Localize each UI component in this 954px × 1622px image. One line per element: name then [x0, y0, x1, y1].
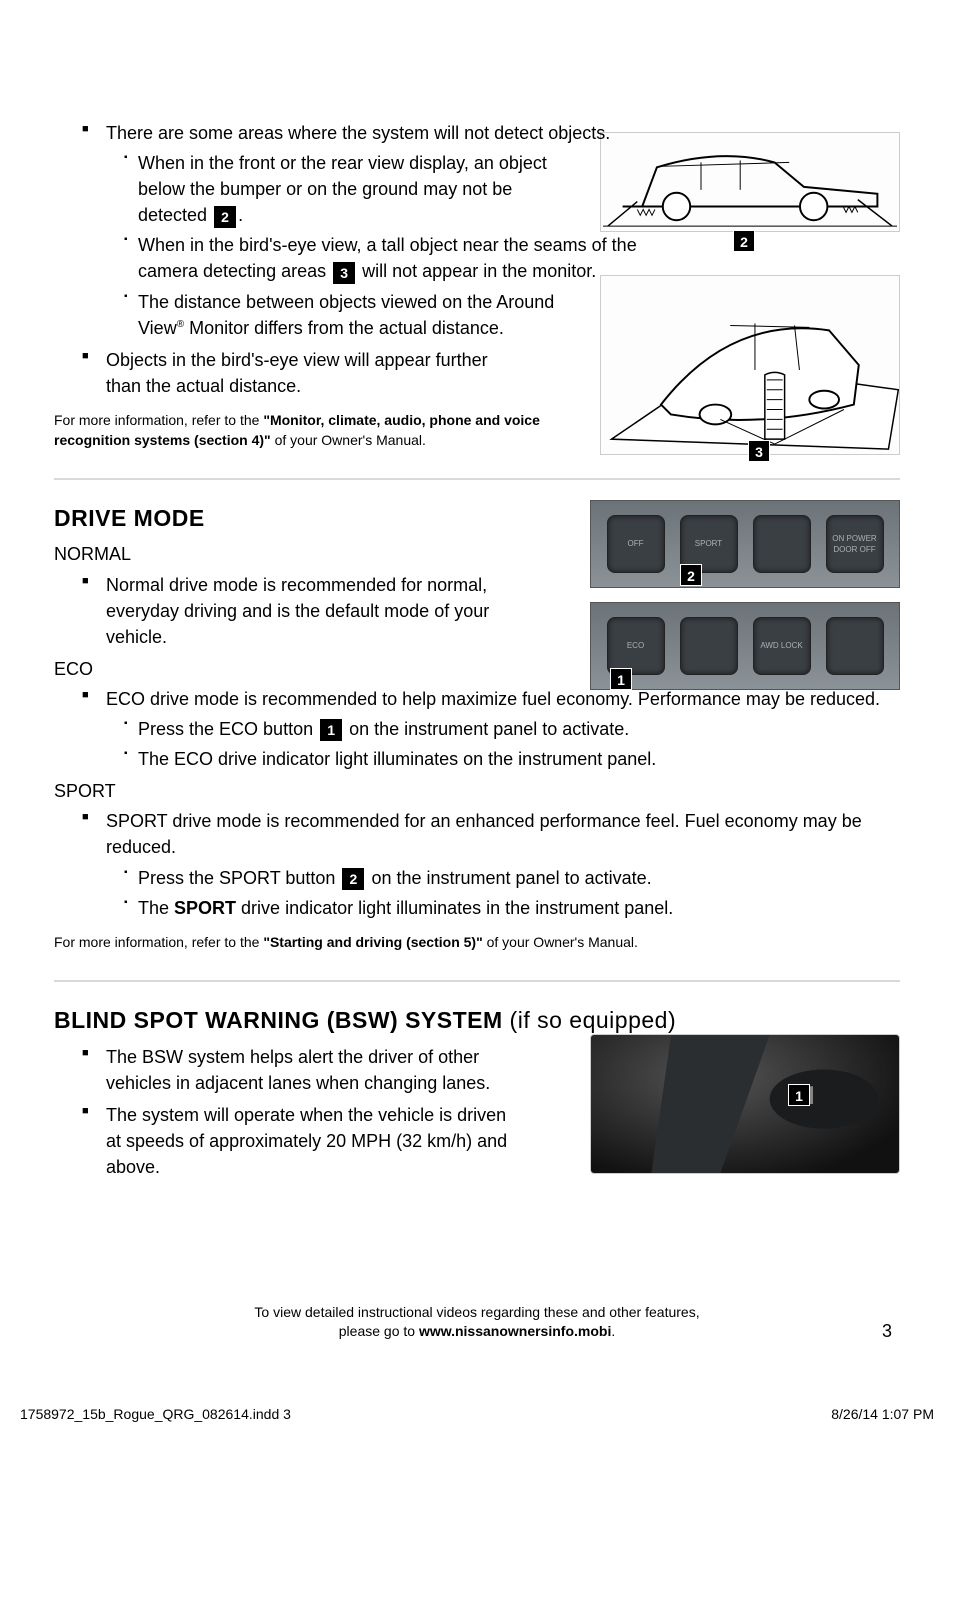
- badge-3: 3: [333, 262, 355, 284]
- text: on the instrument panel to activate.: [371, 868, 651, 888]
- text: .: [238, 205, 243, 225]
- title-qualifier: (if so equipped): [503, 1007, 676, 1033]
- reference-note-starting: For more information, refer to the "Star…: [54, 933, 900, 953]
- normal-mode-desc: Normal drive mode is recommended for nor…: [82, 572, 512, 650]
- text: SPORT drive mode is recommended for an e…: [106, 811, 862, 857]
- badge-2: 2: [214, 206, 236, 228]
- distance-note: The distance between objects viewed on t…: [124, 289, 594, 341]
- footer-note: To view detailed instructional videos re…: [0, 1303, 954, 1342]
- bsw-badge-1: 1: [788, 1084, 810, 1106]
- text: Normal drive mode is recommended for nor…: [106, 575, 489, 647]
- eco-indicator: The ECO drive indicator light illuminate…: [124, 746, 900, 772]
- text: Objects in the bird's-eye view will appe…: [106, 350, 488, 396]
- print-mark-date: 8/26/14 1:07 PM: [831, 1404, 934, 1424]
- front-rear-view-note: When in the front or the rear view displ…: [124, 150, 564, 228]
- footer-line2-pre: please go to: [339, 1323, 419, 1339]
- footer-url: www.nissanownersinfo.mobi: [419, 1323, 611, 1339]
- bsw-desc: The BSW system helps alert the driver of…: [82, 1044, 522, 1096]
- text: When in the front or the rear view displ…: [138, 153, 547, 225]
- sport-subhead: SPORT: [54, 778, 900, 804]
- sport-press-button: Press the SPORT button 2 on the instrume…: [124, 865, 900, 891]
- text: on the instrument panel to activate.: [349, 719, 629, 739]
- panel-button-awd: AWD LOCK: [753, 617, 811, 675]
- birds-eye-distance-note: Objects in the bird's-eye view will appe…: [82, 347, 522, 399]
- text: For more information, refer to the: [54, 934, 263, 950]
- panel-button-3: [753, 515, 811, 573]
- detection-areas-intro: There are some areas where the system wi…: [82, 120, 900, 341]
- badge-2: 2: [342, 868, 364, 890]
- footer-line1: To view detailed instructional videos re…: [254, 1304, 699, 1320]
- bsw-heading: BLIND SPOT WARNING (BSW) SYSTEM (if so e…: [54, 1004, 900, 1037]
- text-bold: SPORT: [174, 898, 236, 918]
- figure-button-panel-bottom: ECO AWD LOCK: [590, 602, 900, 690]
- divider: [54, 980, 900, 982]
- eco-press-button: Press the ECO button 1 on the instrument…: [124, 716, 900, 742]
- panel-badge-2: 2: [680, 564, 702, 586]
- text: The ECO drive indicator light illuminate…: [138, 749, 656, 769]
- text-bold: "Starting and driving (section 5)": [263, 934, 482, 950]
- sport-mode-desc: SPORT drive mode is recommended for an e…: [82, 808, 900, 920]
- text: The system will operate when the vehicle…: [106, 1105, 507, 1177]
- text: Press the SPORT button: [138, 868, 335, 888]
- footer-line2-post: .: [611, 1323, 615, 1339]
- panel-button-6: [680, 617, 738, 675]
- reference-note-monitor: For more information, refer to the "Moni…: [54, 411, 594, 450]
- panel-button-off: OFF: [607, 515, 665, 573]
- text: Press the ECO button: [138, 719, 313, 739]
- text: For more information, refer to the: [54, 412, 263, 428]
- registered-mark: ®: [177, 319, 184, 330]
- text: The BSW system helps alert the driver of…: [106, 1047, 490, 1093]
- text: drive indicator light illuminates in the…: [236, 898, 673, 918]
- text: ECO drive mode is recommended to help ma…: [106, 689, 880, 709]
- divider: [54, 478, 900, 480]
- text: will not appear in the monitor.: [362, 261, 596, 281]
- page-number: 3: [882, 1318, 892, 1344]
- figure-3-badge: 3: [748, 440, 770, 462]
- text: of your Owner's Manual.: [271, 432, 426, 448]
- figure-bsw-mirror: [590, 1034, 900, 1174]
- text: The: [138, 898, 174, 918]
- title-main: BLIND SPOT WARNING (BSW) SYSTEM: [54, 1007, 503, 1033]
- panel-button-eco: ECO: [607, 617, 665, 675]
- badge-1: 1: [320, 719, 342, 741]
- text: There are some areas where the system wi…: [106, 123, 610, 143]
- bsw-speed: The system will operate when the vehicle…: [82, 1102, 522, 1180]
- panel-button-8: [826, 617, 884, 675]
- eco-mode-desc: ECO drive mode is recommended to help ma…: [82, 686, 900, 772]
- text: of your Owner's Manual.: [483, 934, 638, 950]
- panel-button-power-door: ON POWER DOOR OFF: [826, 515, 884, 573]
- sport-indicator: The SPORT drive indicator light illumina…: [124, 895, 900, 921]
- birds-eye-note: When in the bird's-eye view, a tall obje…: [124, 232, 684, 284]
- figure-button-panel-top: OFF SPORT ON POWER DOOR OFF: [590, 500, 900, 588]
- print-mark-file: 1758972_15b_Rogue_QRG_082614.indd 3: [20, 1404, 291, 1424]
- text: Monitor differs from the actual distance…: [184, 318, 504, 338]
